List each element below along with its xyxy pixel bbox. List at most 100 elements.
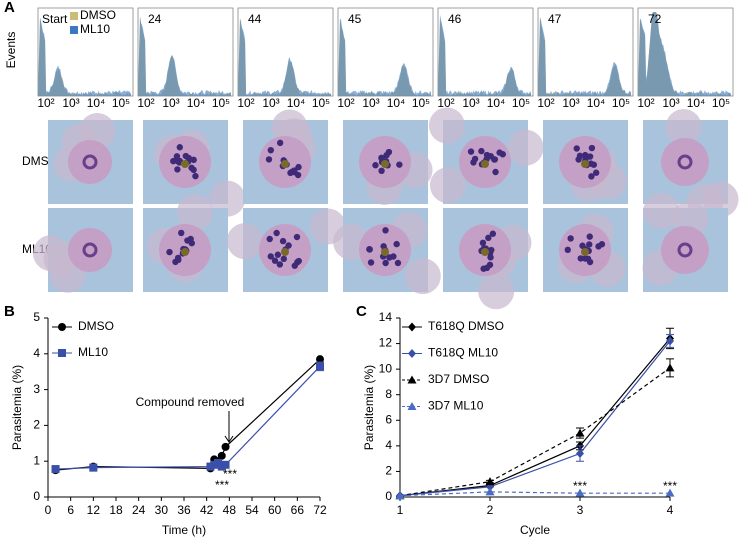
y-axis-label: Events [4, 32, 18, 69]
rbc [428, 107, 465, 144]
merozoite [483, 264, 491, 272]
x-tick-label: 10³ [662, 96, 679, 110]
x-tick-label: 10⁴ [687, 96, 706, 110]
y-tick-label: 4 [385, 438, 392, 452]
legend-marker [408, 322, 416, 332]
merozoite [166, 248, 173, 256]
x-tick-label: 10⁵ [412, 96, 430, 110]
series-line [399, 367, 671, 497]
rbc [643, 192, 680, 229]
x-tick-label: 10³ [462, 96, 479, 110]
timepoint-label: 24 [148, 12, 162, 26]
y-tick-label: 8 [385, 387, 392, 401]
merozoite [366, 246, 373, 253]
merozoite [367, 259, 375, 266]
x-tick-label: 3 [577, 503, 584, 517]
merozoite [567, 235, 574, 242]
merozoite [293, 233, 301, 241]
marker [485, 477, 495, 486]
merozoite [173, 153, 181, 160]
legend-swatch [70, 26, 78, 34]
marker [395, 491, 405, 500]
histogram [638, 12, 731, 96]
hemozoin [181, 160, 189, 168]
annotation: Compound removed [136, 395, 245, 409]
y-tick-label: 2 [385, 464, 392, 478]
merozoite [471, 155, 479, 163]
merozoite [382, 227, 389, 234]
y-axis-label: Parasitemia (%) [10, 365, 24, 450]
marker [575, 428, 585, 437]
marker [665, 363, 675, 372]
histogram [138, 16, 231, 96]
histogram [138, 16, 231, 96]
series [51, 355, 324, 475]
legend-label: DMSO [78, 319, 114, 333]
series [395, 487, 675, 500]
hemozoin [281, 248, 289, 256]
x-tick-label: 36 [177, 503, 191, 517]
legend-marker [408, 349, 416, 358]
marker [51, 465, 60, 474]
x-tick-label: 10³ [362, 96, 379, 110]
hemozoin [581, 160, 589, 168]
x-tick-label: 18 [109, 503, 123, 517]
merozoite [575, 156, 582, 163]
merozoite [582, 153, 590, 161]
x-tick-label: 10⁵ [512, 96, 530, 110]
timepoint-label: 72 [648, 12, 662, 26]
legend-marker [58, 349, 66, 357]
series-line [55, 365, 321, 470]
x-tick-label: 10² [437, 96, 454, 110]
merozoite [564, 246, 571, 254]
micrograph [428, 107, 544, 204]
x-tick-label: 10⁴ [387, 96, 406, 110]
merozoite [586, 233, 593, 240]
merozoite [492, 168, 499, 176]
rbc [404, 258, 441, 295]
timepoint-label: Start [42, 12, 68, 26]
x-tick-label: 10³ [262, 96, 279, 110]
hemozoin [381, 160, 389, 168]
micrograph [143, 120, 246, 217]
hemozoin [481, 248, 489, 256]
histogram [438, 19, 531, 96]
micrograph [543, 120, 628, 204]
merozoite [176, 159, 183, 166]
micrograph [343, 120, 433, 205]
y-tick-label: 3 [33, 382, 40, 396]
merozoite [372, 162, 379, 169]
x-tick-label: 10³ [162, 96, 179, 110]
merozoite [174, 166, 181, 173]
marker [316, 362, 324, 371]
merozoite [577, 255, 584, 262]
y-tick-label: 0 [33, 489, 40, 503]
merozoite [573, 145, 580, 152]
micrograph [443, 208, 532, 310]
parasite [82, 242, 98, 258]
x-tick-label: 54 [245, 503, 259, 517]
x-tick-label: 10⁴ [187, 96, 206, 110]
histogram [38, 17, 131, 97]
micrograph [48, 113, 133, 204]
x-tick-label: 2 [487, 503, 494, 517]
legend-label: DMSO [80, 8, 116, 22]
histogram [438, 14, 531, 96]
legend-label: T618Q ML10 [428, 346, 498, 360]
x-tick-label: 10⁵ [212, 96, 230, 110]
histogram [238, 18, 331, 96]
merozoite [295, 257, 302, 265]
infected-cell [68, 140, 112, 184]
y-tick-label: 5 [33, 310, 40, 324]
merozoite [178, 229, 185, 237]
x-axis-label: Time (h) [162, 523, 206, 537]
merozoite [174, 254, 182, 262]
y-tick-label: 6 [385, 412, 392, 426]
infected-cell [661, 138, 709, 186]
marker [217, 451, 226, 460]
y-tick-label: 2 [33, 418, 40, 432]
micrograph [143, 194, 228, 292]
merozoite [291, 168, 298, 176]
x-tick-label: 6 [67, 503, 74, 517]
y-tick-label: 10 [379, 361, 393, 375]
